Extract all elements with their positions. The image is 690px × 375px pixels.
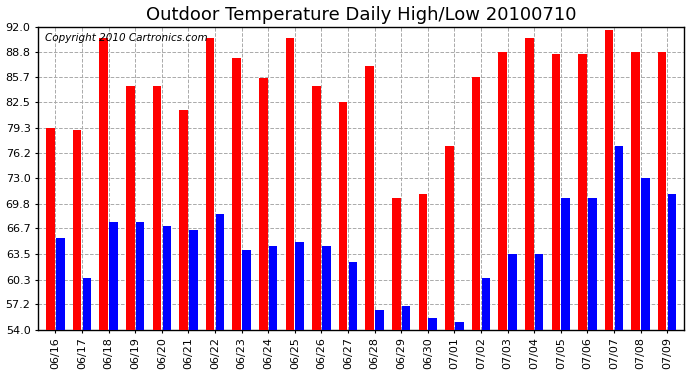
Bar (259, 78, 268, 330)
Bar (658, 52, 667, 330)
Bar (206, 39, 215, 330)
Bar (375, 310, 384, 330)
Bar (615, 146, 623, 330)
Bar (136, 222, 144, 330)
Bar (472, 77, 480, 330)
Title: Outdoor Temperature Daily High/Low 20100710: Outdoor Temperature Daily High/Low 20100… (146, 6, 577, 24)
Bar (109, 222, 118, 330)
Bar (179, 110, 188, 330)
Bar (73, 130, 81, 330)
Text: Copyright 2010 Cartronics.com: Copyright 2010 Cartronics.com (45, 33, 207, 43)
Bar (56, 238, 65, 330)
Bar (46, 128, 55, 330)
Bar (216, 214, 224, 330)
Bar (126, 86, 135, 330)
Bar (348, 262, 357, 330)
Bar (605, 30, 613, 330)
Bar (525, 39, 533, 330)
Bar (269, 246, 277, 330)
Bar (286, 39, 294, 330)
Bar (366, 66, 374, 330)
Bar (152, 86, 161, 330)
Bar (562, 198, 570, 330)
Bar (313, 86, 321, 330)
Bar (631, 52, 640, 330)
Bar (641, 178, 650, 330)
Bar (83, 278, 91, 330)
Bar (535, 254, 543, 330)
Bar (339, 102, 347, 330)
Bar (322, 246, 331, 330)
Bar (668, 194, 676, 330)
Bar (233, 58, 241, 330)
Bar (189, 230, 197, 330)
Bar (588, 198, 597, 330)
Bar (392, 198, 401, 330)
Bar (402, 306, 411, 330)
Bar (295, 242, 304, 330)
Bar (455, 322, 464, 330)
Bar (419, 194, 427, 330)
Bar (163, 226, 171, 330)
Bar (99, 39, 108, 330)
Bar (428, 318, 437, 330)
Bar (482, 278, 490, 330)
Bar (498, 52, 507, 330)
Bar (242, 250, 251, 330)
Bar (551, 54, 560, 330)
Bar (445, 146, 454, 330)
Bar (509, 254, 517, 330)
Bar (578, 54, 586, 330)
